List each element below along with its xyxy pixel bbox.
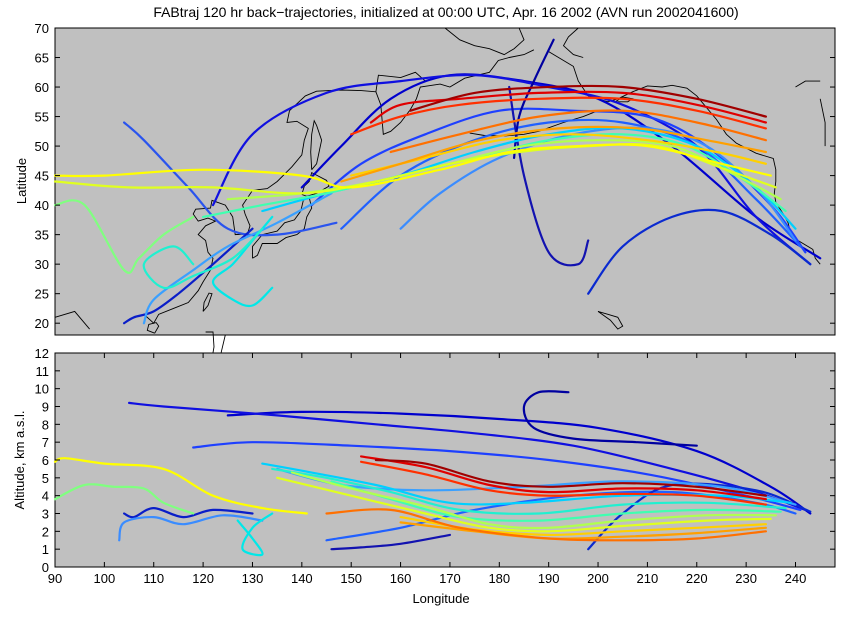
map-ytick-label: 70 [35,21,49,36]
coastline-segment-0 [54,310,90,330]
alt-xtick-label: 90 [48,571,62,586]
alt-xtick-label: 130 [242,571,264,586]
map-ytick-label: 35 [35,228,49,243]
map-trajectory-1 [211,73,812,266]
alt-ytick-label: 7 [42,435,49,450]
alt-trajectory-12 [271,467,787,515]
map-ytick-label: 50 [35,139,49,154]
alt-trajectory-19 [399,521,767,540]
alt-xtick-label: 150 [340,571,362,586]
longitude-axis-label: Longitude [412,591,469,606]
alt-trajectory-7 [123,507,254,519]
map-trajectory-lines [53,38,822,325]
alt-ytick-label: 11 [36,364,50,379]
coastline-segment-5 [310,119,323,170]
alt-xtick-label: 170 [439,571,461,586]
alt-xtick-label: 200 [587,571,609,586]
alt-xtick-label: 120 [192,571,214,586]
alt-ytick-label: 12 [35,346,49,361]
coastline-segment-7 [146,322,160,334]
map-trajectory-9 [123,227,254,325]
alt-trajectory-21 [360,460,767,506]
coastline-segment-13 [444,27,525,56]
alt-ytick-label: 4 [42,489,49,504]
map-trajectory-23 [369,90,767,124]
altitude-trajectory-lines [53,390,812,557]
alt-xtick-label: 210 [637,571,659,586]
coastline-segment-15 [819,98,826,147]
alt-trajectory-10 [261,462,792,506]
alt-trajectory-23 [374,458,767,497]
alt-xtick-label: 140 [291,571,313,586]
altitude-axis-label: Altitude, km a.s.l. [12,411,27,510]
alt-xtick-label: 220 [686,571,708,586]
alt-xtick-label: 110 [143,571,164,586]
alt-trajectory-16 [276,476,772,533]
map-trajectory-10 [142,192,333,325]
map-trajectory-22 [350,96,767,136]
alt-trajectory-20 [325,508,767,542]
map-ytick-label: 65 [35,51,49,66]
map-trajectory-13 [142,227,264,290]
alt-xtick-label: 240 [785,571,807,586]
map-trajectory-18 [53,143,772,189]
alt-trajectory-1 [128,401,807,511]
coastline-segment-14 [562,27,584,58]
map-trajectory-24 [409,84,767,118]
chart-title: FABtraj 120 hr back−trajectories, initia… [153,4,738,20]
map-trajectory-17 [53,143,777,195]
alt-xtick-label: 160 [390,571,412,586]
alt-trajectory-0 [226,410,812,515]
map-trajectory-5 [587,208,812,295]
coastline-segment-1 [133,71,426,324]
alt-trajectory-17 [53,457,308,515]
coastline-segment-4 [301,171,330,197]
alt-xtick-label: 180 [488,571,510,586]
alt-ytick-label: 1 [42,542,49,557]
alt-ytick-label: 9 [42,400,49,415]
alt-trajectory-2 [522,390,698,447]
alt-xtick-label: 100 [94,571,116,586]
longitude-tick-labels: 90 100 110 120 130 140 150 160 170 180 190 200 210 22… [48,353,807,586]
map-ytick-label: 20 [35,316,49,331]
map-trajectory-8 [123,121,338,237]
alt-trajectory-11 [236,512,274,557]
map-ytick-label: 45 [35,169,49,184]
map-plot-background [54,27,836,336]
map-ytick-label: 55 [35,110,49,125]
map-trajectory-3 [340,118,802,248]
latitude-axis-label: Latitude [14,158,29,204]
altitude-plot-background [54,352,836,568]
alt-ytick-label: 8 [42,417,49,432]
alt-xtick-label: 230 [735,571,757,586]
alt-xtick-label: 190 [538,571,560,586]
alt-trajectory-8 [118,514,264,542]
map-trajectory-21 [389,109,767,154]
alt-ytick-label: 0 [42,560,49,575]
latitude-tick-labels: 20 25 30 35 40 45 50 55 60 65 70 [35,21,835,331]
coastline-segment-16 [795,80,821,88]
map-ytick-label: 25 [35,287,49,302]
alt-ytick-label: 5 [42,471,49,486]
alt-trajectory-15 [290,471,777,530]
alt-ytick-label: 6 [42,453,49,468]
map-ytick-label: 60 [35,80,49,95]
alt-trajectory-14 [53,483,195,515]
map-trajectory-20 [340,125,767,183]
map-ytick-label: 40 [35,198,49,213]
map-trajectory-19 [350,133,767,177]
coastline-segment-6 [202,292,213,312]
alt-trajectory-6 [330,533,451,551]
alt-trajectory-13 [330,480,782,522]
map-trajectory-15 [53,199,195,274]
map-ytick-label: 30 [35,257,49,272]
alt-ytick-label: 10 [35,382,49,397]
alt-ytick-label: 2 [42,524,49,539]
alt-ytick-label: 3 [42,507,49,522]
coastline-segment-12 [597,310,624,330]
alt-trajectory-22 [360,455,767,501]
coastline-segment-2 [375,49,535,135]
